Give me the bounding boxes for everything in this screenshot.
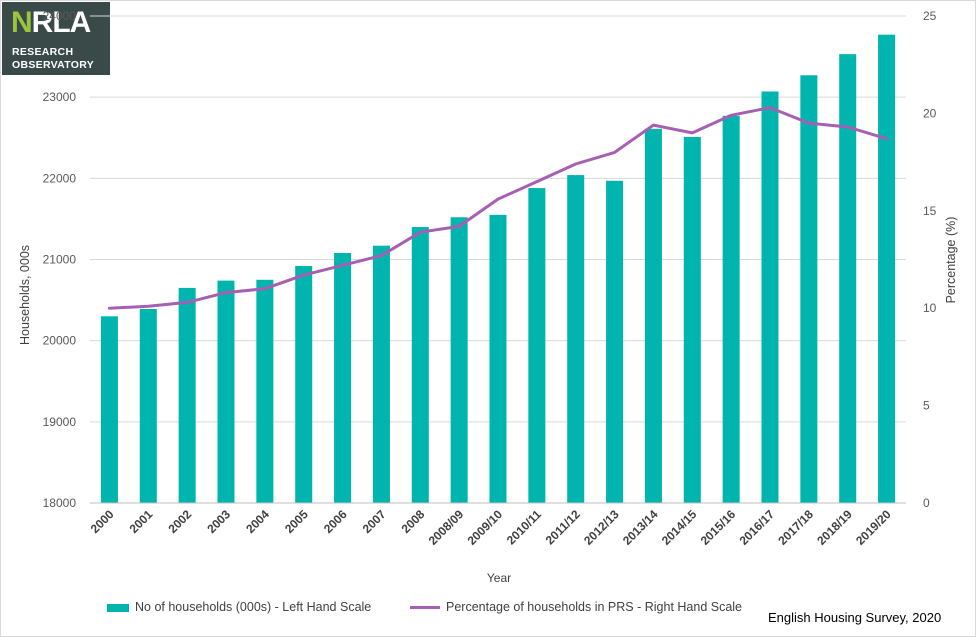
bar [139, 309, 157, 503]
bar [528, 188, 546, 503]
x-tick-label: 2005 [282, 507, 311, 536]
logo-line-research: RESEARCH [12, 46, 74, 58]
x-tick-label: 2017/18 [775, 507, 816, 548]
legend-swatch-line [410, 606, 440, 610]
prs-percentage-line [107, 106, 889, 310]
y2-tick-label: 25 [923, 9, 937, 23]
y-tick-label: 19000 [43, 415, 77, 429]
y2-tick-label: 5 [923, 399, 930, 413]
bar [644, 128, 662, 504]
x-tick-label: 2001 [127, 507, 156, 536]
legend-label-households: No of households (000s) - Left Hand Scal… [135, 600, 372, 614]
y2-tick-label: 10 [923, 301, 937, 315]
y-tick-label: 23000 [43, 90, 77, 104]
legend-item-households: No of households (000s) - Left Hand Scal… [107, 600, 371, 614]
y-tick-label: 22000 [43, 171, 77, 185]
bar-series [100, 34, 896, 504]
x-tick-label: 2000 [88, 507, 117, 536]
bar [722, 115, 740, 504]
bar [256, 279, 274, 503]
x-tick-label: 2013/14 [620, 507, 661, 548]
bar [100, 316, 118, 503]
bar [800, 75, 818, 504]
bar [411, 227, 429, 504]
x-tick-label: 2007 [360, 507, 389, 536]
x-tick-label: 2004 [243, 507, 272, 536]
bar [217, 280, 235, 503]
y2-axis-title: Percentage (%) [944, 217, 958, 304]
legend-item-percentage: Percentage of households in PRS - Right … [410, 600, 742, 614]
x-axis-title: Year [487, 571, 511, 585]
y-tick-label: 20000 [43, 334, 77, 348]
x-tick-label: 2019/20 [853, 507, 894, 548]
x-tick-label: 2003 [204, 507, 233, 536]
bar [878, 34, 896, 503]
bar [606, 180, 624, 504]
x-tick-label: 2010/11 [504, 507, 544, 547]
y-axis-title: Households, 000s [18, 245, 32, 345]
nrla-logo: NRLA RESEARCH OBSERVATORY [2, 2, 110, 75]
logo-wordmark: NRLA [11, 6, 91, 39]
bar [761, 91, 779, 504]
bar [839, 54, 857, 503]
x-tick-label: 2016/17 [737, 507, 778, 548]
bar [683, 136, 701, 503]
bar [489, 214, 507, 503]
y2-tick-label: 15 [923, 204, 937, 218]
source-note: English Housing Survey, 2020 [768, 610, 942, 625]
bar [295, 265, 313, 503]
y-tick-label: 24000 [43, 9, 77, 23]
legend-swatch-bar [107, 603, 129, 612]
y-tick-label: 21000 [43, 253, 77, 267]
bar [334, 253, 352, 503]
x-tick-label: 2015/16 [698, 507, 739, 548]
x-tick-label: 2009/10 [465, 507, 506, 548]
x-tick-label: 2011/12 [543, 507, 583, 547]
y-tick-label: 18000 [43, 496, 77, 510]
legend-label-percentage: Percentage of households in PRS - Right … [446, 600, 743, 614]
y2-tick-label: 20 [923, 106, 937, 120]
bar [178, 287, 196, 503]
y2-tick-label: 0 [923, 496, 930, 510]
bar [450, 217, 468, 503]
x-tick-label: 2014/15 [659, 507, 700, 548]
x-tick-label: 2006 [321, 507, 350, 536]
x-tick-label: 2008 [399, 507, 428, 536]
x-tick-label: 2012/13 [581, 507, 622, 548]
logo-line-observatory: OBSERVATORY [12, 59, 95, 71]
bar [372, 245, 390, 503]
x-tick-label: 2002 [165, 507, 194, 536]
x-tick-label: 2008/09 [426, 507, 467, 548]
line-series [107, 106, 889, 310]
x-tick-label: 2018/19 [814, 507, 855, 548]
bar [567, 175, 585, 503]
